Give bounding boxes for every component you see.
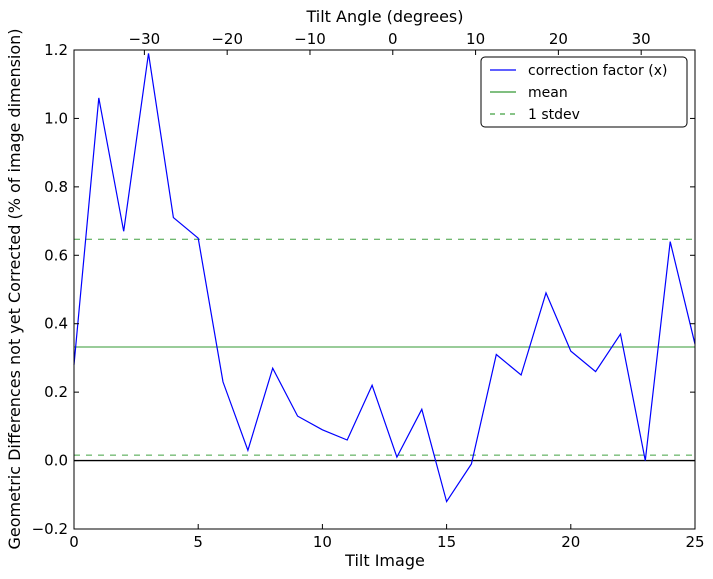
y-tick-label: 0.4 — [44, 315, 68, 333]
x-tick-label: 15 — [437, 533, 456, 551]
plot-frame — [73, 49, 696, 530]
y-axis-label: Geometric Differences not yet Corrected … — [5, 28, 24, 549]
axis-layer: 0 5 10 15 20 25 −30 −20 −10 0 10 20 30 −0.2 0.0 0.2 0.4 0… — [32, 30, 705, 551]
top-x-tick-label: 0 — [388, 30, 398, 48]
x-tick-label: 20 — [561, 533, 580, 551]
top-x-tick-label: −10 — [294, 30, 326, 48]
x-axis-label: Tilt Image — [344, 551, 425, 570]
series-line-correction-factor — [73, 53, 696, 504]
plot-layer — [73, 53, 696, 504]
y-tick-label: 0.0 — [44, 452, 68, 470]
legend-entry-mean: mean — [528, 85, 568, 101]
top-x-axis-label: Tilt Angle (degrees) — [305, 7, 463, 26]
x-tick-label: 0 — [69, 533, 79, 551]
y-tick-label: −0.2 — [32, 520, 68, 538]
x-tick-label: 10 — [313, 533, 332, 551]
top-x-tick-label: 10 — [466, 30, 485, 48]
y-tick-label: 0.2 — [44, 383, 68, 401]
x-tick-label: 25 — [685, 533, 704, 551]
top-x-tick-label: −30 — [129, 30, 161, 48]
legend-entry-correction-factor: correction factor (x) — [528, 63, 667, 79]
y-tick-label: 0.8 — [44, 178, 68, 196]
y-tick-label: 1.0 — [44, 109, 68, 127]
y-tick-label: 1.2 — [44, 41, 68, 59]
top-x-tick-label: −20 — [211, 30, 243, 48]
legend-entry-stdev: 1 stdev — [528, 107, 580, 123]
y-tick-label: 0.6 — [44, 246, 68, 264]
top-x-tick-label: 20 — [549, 30, 568, 48]
legend-box — [480, 56, 688, 128]
x-tick-label: 5 — [193, 533, 203, 551]
legend: correction factor (x) mean 1 stdev — [480, 56, 688, 128]
top-x-tick-label: 30 — [632, 30, 651, 48]
